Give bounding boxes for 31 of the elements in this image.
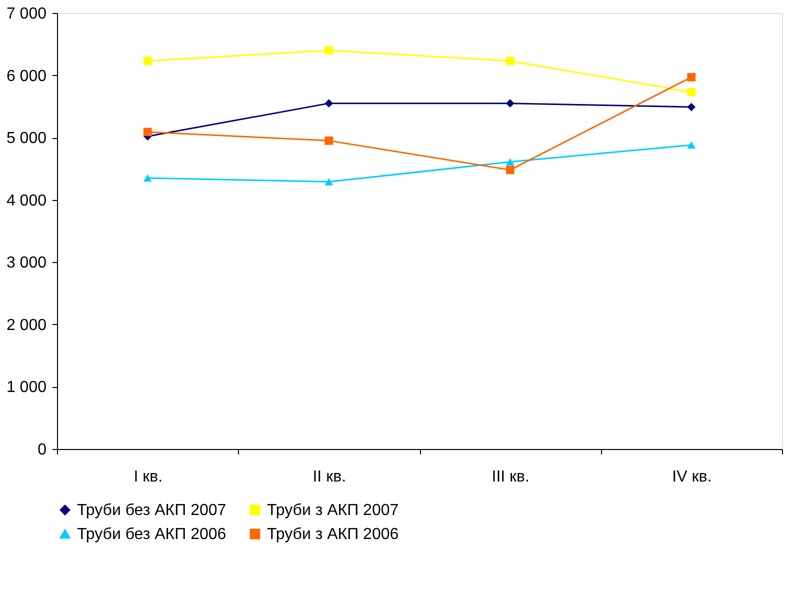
point [687, 88, 696, 96]
x-tick-label: I кв. [134, 468, 163, 486]
x-tick-label: IV кв. [672, 468, 712, 486]
legend-label: Труби з АКП 2007 [267, 502, 399, 519]
point [143, 174, 152, 182]
x-tick-label: III кв. [492, 468, 530, 486]
y-tick-label: 4 000 [6, 192, 47, 210]
y-tick-label: 7 000 [6, 6, 47, 22]
y-tick-label: 3 000 [6, 254, 47, 272]
point [324, 178, 334, 186]
y-tick-label: 0 [38, 442, 47, 458]
point [324, 136, 334, 145]
legend-label: Труби без АКП 2006 [77, 526, 226, 543]
point [687, 102, 696, 112]
y-tick-label: 2 000 [6, 316, 47, 334]
legend-label: Труби без АКП 2007 [77, 502, 226, 519]
point [324, 46, 334, 55]
y-tick-label: 1 000 [6, 379, 47, 396]
point [506, 158, 514, 166]
point [506, 166, 514, 174]
point [687, 72, 696, 82]
point [143, 56, 152, 66]
x-tick-label: II кв. [312, 468, 346, 486]
point [324, 99, 334, 108]
y-tick-label: 5 000 [6, 130, 47, 148]
point [506, 56, 514, 66]
point [687, 141, 696, 149]
y-tick-label: 6 000 [6, 68, 47, 85]
point [506, 99, 514, 108]
point [143, 128, 152, 136]
legend-label: Труби з АКП 2006 [267, 526, 399, 543]
